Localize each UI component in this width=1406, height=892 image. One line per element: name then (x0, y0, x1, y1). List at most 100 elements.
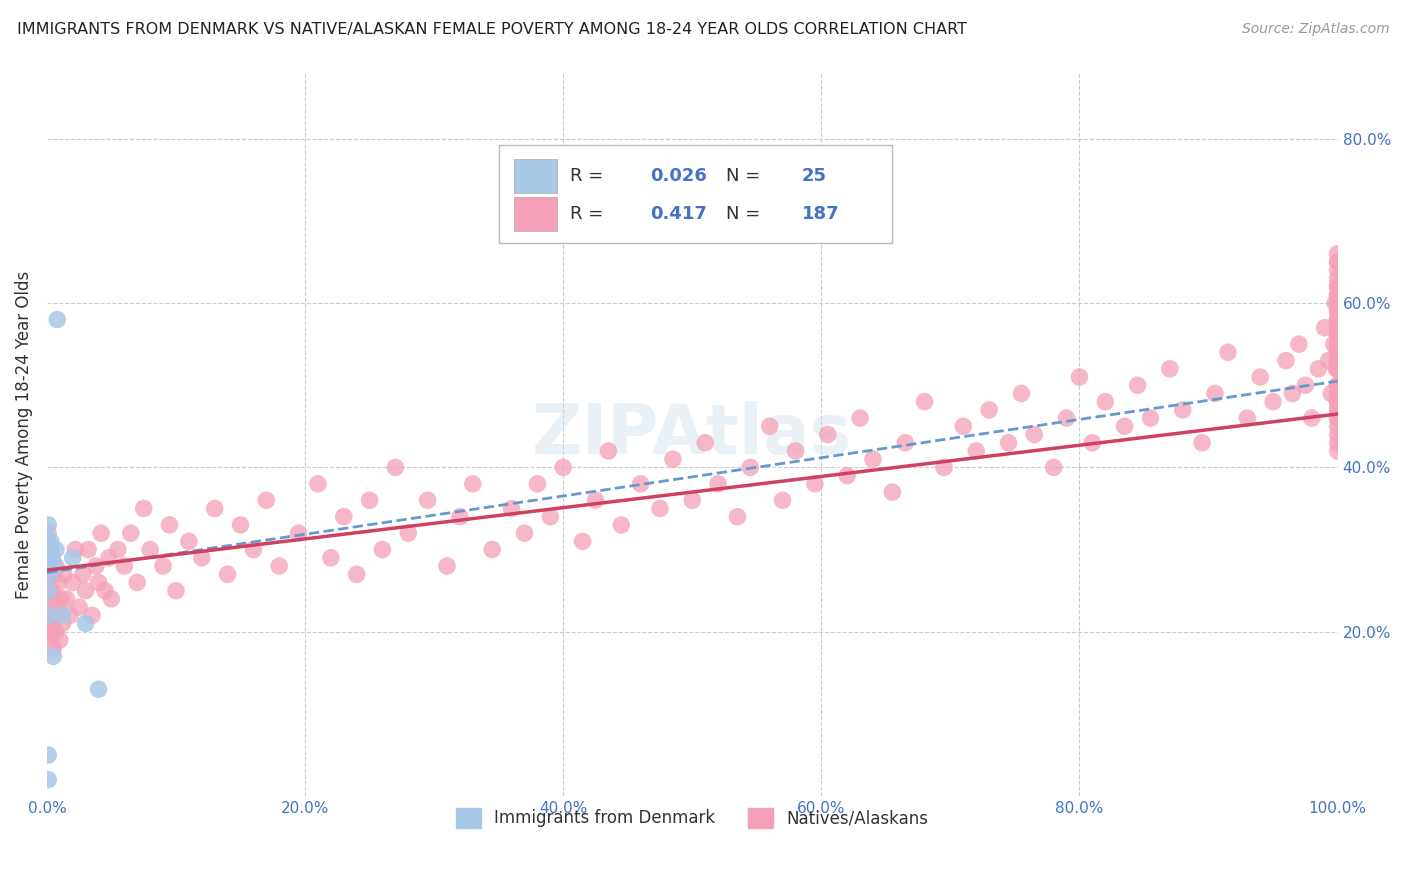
Point (269, 559, 291, 574)
Point (77, 542, 100, 557)
Point (75, 616, 97, 631)
Point (932, 460, 955, 475)
Point (1326, 361, 1348, 376)
Point (62, 550, 84, 565)
Point (112, 559, 135, 574)
Point (46, 600, 69, 615)
Point (1326, 411, 1348, 425)
Point (1326, 394, 1348, 409)
Point (1326, 403, 1348, 417)
Point (1326, 353, 1348, 368)
Point (307, 476, 329, 491)
Point (1326, 403, 1348, 417)
Point (1326, 271, 1348, 285)
Point (37, 772, 59, 787)
Point (44, 559, 66, 574)
Text: 0.026: 0.026 (650, 167, 707, 185)
FancyBboxPatch shape (515, 159, 557, 193)
Point (1301, 411, 1323, 425)
Point (37, 550, 59, 565)
Point (127, 575, 149, 590)
Text: R =: R = (569, 205, 609, 223)
Point (242, 542, 264, 557)
Point (1204, 386, 1226, 401)
Point (725, 509, 748, 524)
Point (37, 747, 59, 762)
Point (37, 526, 59, 541)
Point (37, 583, 59, 598)
Point (1326, 337, 1348, 351)
Point (1326, 394, 1348, 409)
Point (371, 542, 394, 557)
Point (513, 526, 536, 541)
Point (191, 550, 214, 565)
Point (359, 493, 381, 508)
Point (1324, 296, 1347, 310)
Point (952, 419, 974, 434)
Point (1326, 427, 1348, 442)
Point (1236, 411, 1258, 425)
Point (681, 493, 703, 508)
Point (254, 493, 277, 508)
Point (1326, 320, 1348, 334)
Point (662, 452, 685, 467)
Point (45, 542, 67, 557)
Point (837, 468, 859, 483)
Point (46, 312, 69, 326)
Point (772, 493, 794, 508)
Point (630, 476, 652, 491)
Point (42, 649, 65, 664)
Point (695, 435, 717, 450)
Point (42, 641, 65, 656)
Point (804, 476, 827, 491)
Point (48, 575, 70, 590)
Point (1326, 378, 1348, 392)
Point (758, 419, 780, 434)
Point (100, 591, 122, 606)
Point (785, 444, 807, 458)
Point (1094, 394, 1116, 409)
Point (1324, 361, 1347, 376)
FancyBboxPatch shape (515, 197, 557, 231)
Point (39, 559, 62, 574)
Point (1326, 378, 1348, 392)
Point (38, 559, 60, 574)
Point (38, 608, 60, 623)
Text: R =: R = (569, 167, 609, 185)
Point (1326, 337, 1348, 351)
Point (1056, 411, 1078, 425)
Point (37, 550, 59, 565)
Point (1326, 312, 1348, 326)
Point (449, 509, 471, 524)
Point (416, 493, 439, 508)
Point (94, 583, 117, 598)
Point (39, 567, 62, 582)
Point (37, 559, 59, 574)
Point (37, 591, 59, 606)
Point (37, 608, 59, 623)
Point (1294, 378, 1316, 392)
Point (1139, 411, 1161, 425)
Point (1326, 279, 1348, 293)
Point (1261, 394, 1284, 409)
Point (1326, 394, 1348, 409)
Point (817, 427, 839, 442)
Point (51, 608, 73, 623)
Point (1326, 288, 1348, 302)
Point (37, 559, 59, 574)
Point (553, 460, 575, 475)
Point (1326, 361, 1348, 376)
Point (139, 542, 162, 557)
Point (287, 526, 309, 541)
Point (1326, 419, 1348, 434)
Point (610, 517, 633, 532)
Point (39, 624, 62, 639)
Point (107, 542, 129, 557)
Point (90, 526, 112, 541)
Point (1081, 435, 1104, 450)
Point (1326, 411, 1348, 425)
Point (1326, 279, 1348, 293)
Point (120, 526, 142, 541)
Point (1069, 370, 1091, 384)
Point (75, 583, 97, 598)
